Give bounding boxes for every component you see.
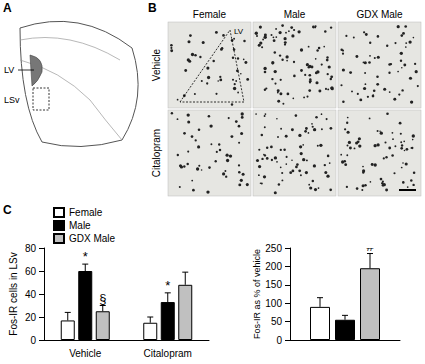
svg-text:B: B <box>148 1 157 15</box>
svg-text:GDX Male: GDX Male <box>69 233 116 244</box>
svg-text:40: 40 <box>25 289 37 300</box>
svg-text:50: 50 <box>271 316 283 327</box>
svg-text:150: 150 <box>265 279 282 290</box>
svg-text:Male: Male <box>284 9 306 20</box>
svg-text:Male: Male <box>69 220 91 231</box>
svg-text:C: C <box>3 203 12 217</box>
svg-text:LSv: LSv <box>4 95 20 105</box>
svg-text:100: 100 <box>265 298 282 309</box>
svg-text:LV: LV <box>234 27 244 36</box>
svg-text:Vehicle: Vehicle <box>69 348 102 359</box>
svg-text:#: # <box>366 239 374 254</box>
svg-text:0: 0 <box>30 335 36 346</box>
svg-text:Fos-IR cells in LSv: Fos-IR cells in LSv <box>8 252 19 335</box>
svg-text:Female: Female <box>69 207 103 218</box>
svg-text:*: * <box>165 278 170 293</box>
svg-text:Citalopram: Citalopram <box>151 129 162 177</box>
svg-text:0: 0 <box>276 335 282 346</box>
svg-text:GDX Male: GDX Male <box>356 9 403 20</box>
svg-text:§: § <box>99 291 106 306</box>
svg-text:Vehicle: Vehicle <box>151 48 162 81</box>
svg-text:LV: LV <box>4 65 14 75</box>
svg-text:200: 200 <box>265 261 282 272</box>
svg-text:Female: Female <box>193 9 227 20</box>
svg-text:20: 20 <box>25 312 37 323</box>
svg-text:*: * <box>83 249 88 264</box>
svg-text:Fos-IR as % of vehicle: Fos-IR as % of vehicle <box>252 249 262 339</box>
svg-text:250: 250 <box>265 243 282 254</box>
svg-text:Citalopram: Citalopram <box>144 348 192 359</box>
svg-text:A: A <box>3 1 12 15</box>
svg-text:80: 80 <box>25 243 37 254</box>
svg-text:60: 60 <box>25 266 37 277</box>
